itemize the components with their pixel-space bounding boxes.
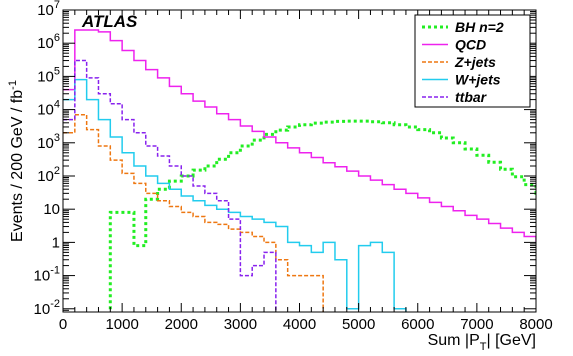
y-tick-exponent: 5 (54, 65, 60, 77)
y-tick-exponent: 3 (54, 132, 60, 144)
y-tick-base: 10 (37, 168, 54, 185)
y-tick-exponent: 2 (54, 165, 60, 177)
legend-label-1: QCD (455, 37, 486, 53)
y-axis-label: Events / 200 GeV / fb-1 (7, 80, 26, 242)
x-tick-label: 4000 (283, 316, 316, 333)
y-tick-base: 10 (37, 68, 54, 85)
x-tick-label: 2000 (165, 316, 198, 333)
svg-text:Events / 200 GeV / fb-1: Events / 200 GeV / fb-1 (7, 80, 26, 242)
y-tick-base: 10 (37, 35, 54, 52)
y-tick-exponent: 6 (54, 32, 60, 44)
y-tick-exponent: 4 (54, 99, 60, 111)
y-tick-label: 102 (37, 165, 60, 185)
x-tick-label: 6000 (401, 316, 434, 333)
y-tick-base: 10 (34, 301, 51, 318)
legend-label-0: BH n=2 (455, 19, 504, 35)
series-line-3 (63, 78, 407, 312)
x-tick-label: 3000 (224, 316, 257, 333)
y-tick-label: 1 (52, 234, 60, 251)
y-tick-label: 103 (37, 132, 60, 152)
y-tick-label: 10 (43, 201, 60, 218)
legend-label-2: Z+jets (454, 54, 496, 70)
y-axis-label-sup: -1 (7, 80, 19, 90)
y-tick-label: 105 (37, 65, 60, 85)
y-tick-label: 10-2 (34, 298, 60, 318)
legend-box (414, 14, 531, 108)
y-tick-exponent: 7 (54, 0, 60, 11)
series-layer (63, 29, 536, 312)
x-tick-label: 8000 (519, 316, 552, 333)
y-tick-label: 10-1 (34, 265, 60, 285)
x-tick-label: 5000 (342, 316, 375, 333)
x-axis-label-sub: T (480, 341, 487, 353)
x-axis-label-text: Sum |P (428, 332, 480, 349)
y-tick-exponent: -2 (50, 298, 60, 310)
x-axis-label: Sum |PT| [GeV] (428, 332, 536, 353)
y-tick-base: 10 (37, 135, 54, 152)
legend-label-4: ttbar (455, 89, 488, 105)
x-tick-label: 1000 (105, 316, 138, 333)
x-tick-label: 7000 (460, 316, 493, 333)
y-tick-label: 106 (37, 32, 60, 52)
y-tick-base: 10 (37, 2, 54, 19)
y-tick-base: 10 (34, 268, 51, 285)
y-axis-label-text: Events / 200 GeV / fb (9, 90, 26, 242)
series-line-1 (63, 29, 536, 242)
axis-layer: 0 1000 2000 3000 4000 5000 6000 7000 800010-210-… (34, 0, 553, 333)
y-tick-label: 107 (37, 0, 60, 19)
y-tick-exponent: -1 (50, 265, 60, 277)
x-axis-label-tail: | [GeV] (486, 332, 536, 349)
series-line-4 (63, 59, 277, 312)
x-tick-label: 0 (59, 316, 67, 333)
y-tick-base: 10 (37, 102, 54, 119)
atlas-label: ATLAS (81, 12, 138, 31)
legend-label-3: W+jets (455, 72, 501, 88)
y-tick-label: 104 (37, 99, 60, 119)
